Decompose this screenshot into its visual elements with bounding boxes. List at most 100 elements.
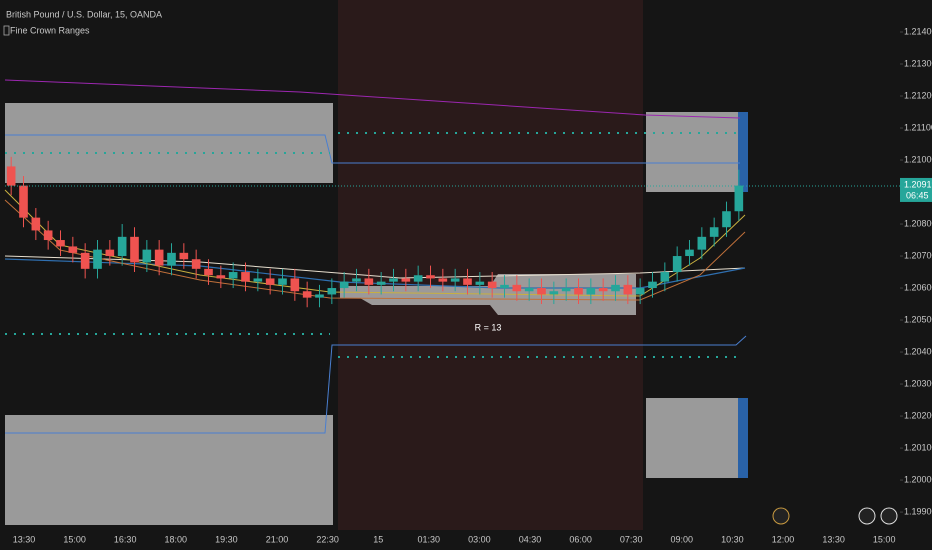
candle-body [191,259,201,269]
candle-body [216,275,226,279]
range-strip [738,398,748,478]
level-line [5,335,747,434]
y-tick-label: 1.20800 [904,218,932,228]
indicator-name: Fine Crown Ranges [10,25,90,35]
event-icon [858,507,876,525]
x-tick-label: 09:00 [671,534,694,544]
candle-body [339,281,349,289]
candle-body [68,246,78,253]
x-tick-label: 13:30 [13,534,36,544]
candle-body [734,185,744,212]
x-tick-label: 06:00 [569,534,592,544]
y-tick-label: 1.21200 [904,90,932,100]
chart-title: British Pound / U.S. Dollar, 15, OANDA [6,9,162,19]
x-tick-label: 12:00 [772,534,795,544]
candle-body [685,249,694,257]
candle-body [179,252,189,260]
candle-body [450,278,460,282]
candle-body [722,211,731,228]
candle-body [500,284,509,289]
candle-body [117,236,127,257]
price-axis-panel [900,0,932,550]
y-tick-label: 1.21000 [904,154,932,164]
candle-body [561,288,571,292]
candle-body [660,272,670,282]
x-tick-label: 15:00 [873,534,896,544]
candle-body [475,281,485,285]
candle-body [278,278,287,285]
y-tick-label: 1.19900 [904,506,932,516]
candle-body [463,278,472,285]
candle-body [228,272,238,279]
last-price-label: 1.20919 [904,179,932,189]
candle-body [290,278,300,292]
candle-body [19,185,28,218]
range-boxes [5,103,748,525]
candle-body [709,227,719,237]
candle-body [154,249,164,266]
y-tick-label: 1.20400 [904,346,932,356]
range-box [646,112,740,192]
candle-body [598,288,608,292]
candle-body [487,281,497,289]
candle-body [352,278,361,282]
y-tick-label: 1.20600 [904,282,932,292]
x-tick-label: 04:30 [519,534,542,544]
candle-body [105,249,115,257]
candle-body [204,268,213,276]
candle-body [56,240,65,247]
x-tick-label: 15:00 [63,534,86,544]
indicator-icon [3,25,10,36]
candle-body [635,288,645,295]
candle-body [167,252,176,266]
candle-body [623,284,633,295]
candle-body [93,249,102,269]
candle-body [389,278,398,282]
x-tick-label: 21:00 [266,534,289,544]
range-strip [738,112,748,192]
x-tick-label: 10:30 [721,534,744,544]
candle-body [43,230,53,241]
candle-body [376,281,386,285]
range-box [646,398,740,478]
x-tick-label: 19:30 [215,534,238,544]
candle-body [130,236,139,263]
event-icon [880,507,898,525]
x-tick-label: 15 [373,534,383,544]
candle-body [426,275,435,279]
candle-body [241,272,250,282]
y-tick-label: 1.20300 [904,378,932,388]
candle-body [537,288,546,295]
event-icon [772,507,790,525]
candle-body [512,284,522,292]
candle-body [524,288,534,292]
ma-line [4,79,741,119]
candle-body [315,294,324,298]
x-tick-label: 22:30 [316,534,339,544]
candle-body [611,284,620,292]
candle-body [31,217,41,231]
x-tick-label: 18:00 [165,534,188,544]
y-tick-label: 1.20100 [904,442,932,452]
countdown: 06:45 [906,190,929,200]
x-tick-label: 01:30 [418,534,441,544]
candle-body [413,275,423,282]
candle-body [401,278,411,282]
candle-body [142,249,152,263]
range-box [5,103,333,183]
x-tick-label: 07:30 [620,534,643,544]
candle-body [6,166,16,186]
x-tick-label: 16:30 [114,534,137,544]
y-tick-label: 1.20700 [904,250,932,260]
candle-body [672,256,682,273]
candle-body [574,288,583,295]
last-price-box [900,177,932,202]
candle-body [438,278,448,282]
y-tick-label: 1.21400 [904,26,932,36]
candle-body [697,236,707,250]
session-shade [338,0,643,530]
y-tick-label: 1.21300 [904,58,932,68]
candle-body [302,291,312,298]
